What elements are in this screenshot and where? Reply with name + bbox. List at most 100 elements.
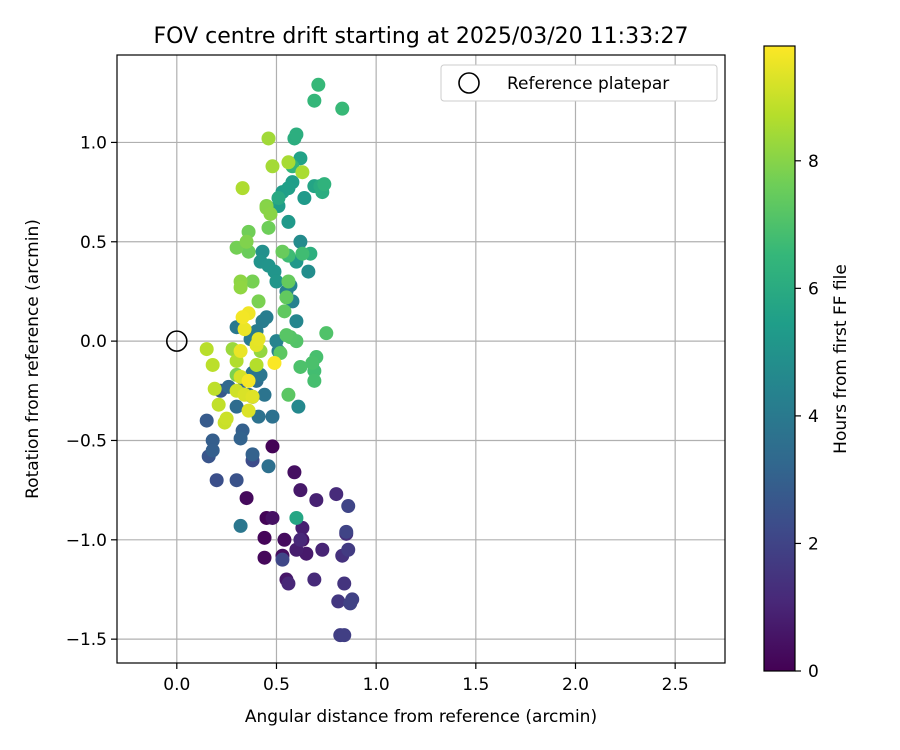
legend: Reference platepar <box>440 64 718 102</box>
data-point <box>233 280 248 295</box>
x-tick-label: 2.5 <box>662 675 689 695</box>
data-point <box>307 572 322 587</box>
data-point <box>269 274 284 289</box>
colorbar-tick-label: 4 <box>808 407 819 427</box>
reference-point-marker <box>166 330 188 352</box>
data-point <box>317 177 332 192</box>
data-point <box>229 473 244 488</box>
data-point <box>241 373 256 388</box>
legend-label: Reference platepar <box>507 74 669 94</box>
data-point <box>233 518 248 533</box>
data-points <box>199 77 360 643</box>
y-axis-ticks: −1.5 −1.0 −0.5 0.0 0.5 1.0 <box>66 133 117 650</box>
data-point <box>277 304 292 319</box>
data-point <box>331 594 346 609</box>
data-point <box>287 465 302 480</box>
data-point <box>261 131 276 146</box>
data-point <box>239 234 254 249</box>
data-point <box>271 191 286 206</box>
data-point <box>257 550 272 565</box>
data-point <box>289 127 304 142</box>
data-point <box>257 530 272 545</box>
data-point <box>259 310 274 325</box>
data-point <box>261 220 276 235</box>
data-point <box>337 576 352 591</box>
data-point <box>245 447 260 462</box>
data-point <box>293 234 308 249</box>
data-point <box>311 77 326 92</box>
data-point <box>295 246 310 261</box>
data-point <box>315 542 330 557</box>
data-point <box>341 499 356 514</box>
data-point <box>281 155 296 170</box>
data-point <box>205 357 220 372</box>
data-point <box>251 332 266 347</box>
y-tick-label: 0.5 <box>80 233 107 253</box>
data-point <box>263 206 278 221</box>
y-tick-label: −0.5 <box>66 431 107 451</box>
x-tick-label: 1.5 <box>462 675 489 695</box>
data-point <box>209 473 224 488</box>
data-point <box>267 355 282 370</box>
colorbar-tick-label: 6 <box>808 279 819 299</box>
colorbar-tick-label: 8 <box>808 152 819 172</box>
data-point <box>289 314 304 329</box>
y-tick-label: −1.5 <box>66 630 107 650</box>
data-point <box>265 159 280 174</box>
data-point <box>211 397 226 412</box>
data-point <box>237 322 252 337</box>
data-point <box>199 413 214 428</box>
data-point <box>229 399 244 414</box>
data-point <box>233 344 248 359</box>
data-point <box>265 439 280 454</box>
legend-marker-open-circle <box>458 72 480 94</box>
data-point <box>339 524 354 539</box>
plot-area-frame <box>116 54 726 664</box>
data-point <box>257 387 272 402</box>
y-axis-label: Rotation from reference (arcmin) <box>23 219 43 499</box>
x-axis-label: Angular distance from reference (arcmin) <box>245 707 597 727</box>
data-point <box>337 628 352 643</box>
data-point <box>235 310 250 325</box>
x-tick-label: 0.0 <box>163 675 190 695</box>
colorbar-tick-label: 2 <box>808 534 819 554</box>
colorbar-tick-label: 0 <box>808 662 819 682</box>
data-point <box>281 576 296 591</box>
data-point <box>293 359 308 374</box>
data-point <box>245 389 260 404</box>
data-point <box>301 264 316 279</box>
x-tick-label: 1.0 <box>363 675 390 695</box>
data-point <box>281 214 296 229</box>
data-point <box>335 101 350 116</box>
data-point <box>245 274 260 289</box>
data-point <box>291 399 306 414</box>
data-point <box>205 433 220 448</box>
data-point <box>233 431 248 446</box>
data-point <box>289 510 304 525</box>
data-point <box>293 532 308 547</box>
data-point <box>279 290 294 305</box>
data-point <box>295 165 310 180</box>
data-point <box>341 542 356 557</box>
data-point <box>293 483 308 498</box>
data-point <box>249 357 264 372</box>
y-tick-label: −1.0 <box>66 531 107 551</box>
x-tick-label: 2.0 <box>562 675 589 695</box>
data-point <box>261 459 276 474</box>
data-point <box>319 326 334 341</box>
data-point <box>343 596 358 611</box>
data-point <box>305 355 320 370</box>
data-point <box>239 491 254 506</box>
data-point <box>329 487 344 502</box>
data-point <box>219 411 234 426</box>
colorbar-label: Hours from first FF file <box>831 264 851 454</box>
data-point <box>207 381 222 396</box>
data-point <box>281 387 296 402</box>
data-point <box>297 191 312 206</box>
legend-box <box>440 64 718 102</box>
data-point <box>307 373 322 388</box>
colorbar <box>763 45 796 672</box>
data-point <box>281 274 296 289</box>
data-point <box>307 93 322 108</box>
